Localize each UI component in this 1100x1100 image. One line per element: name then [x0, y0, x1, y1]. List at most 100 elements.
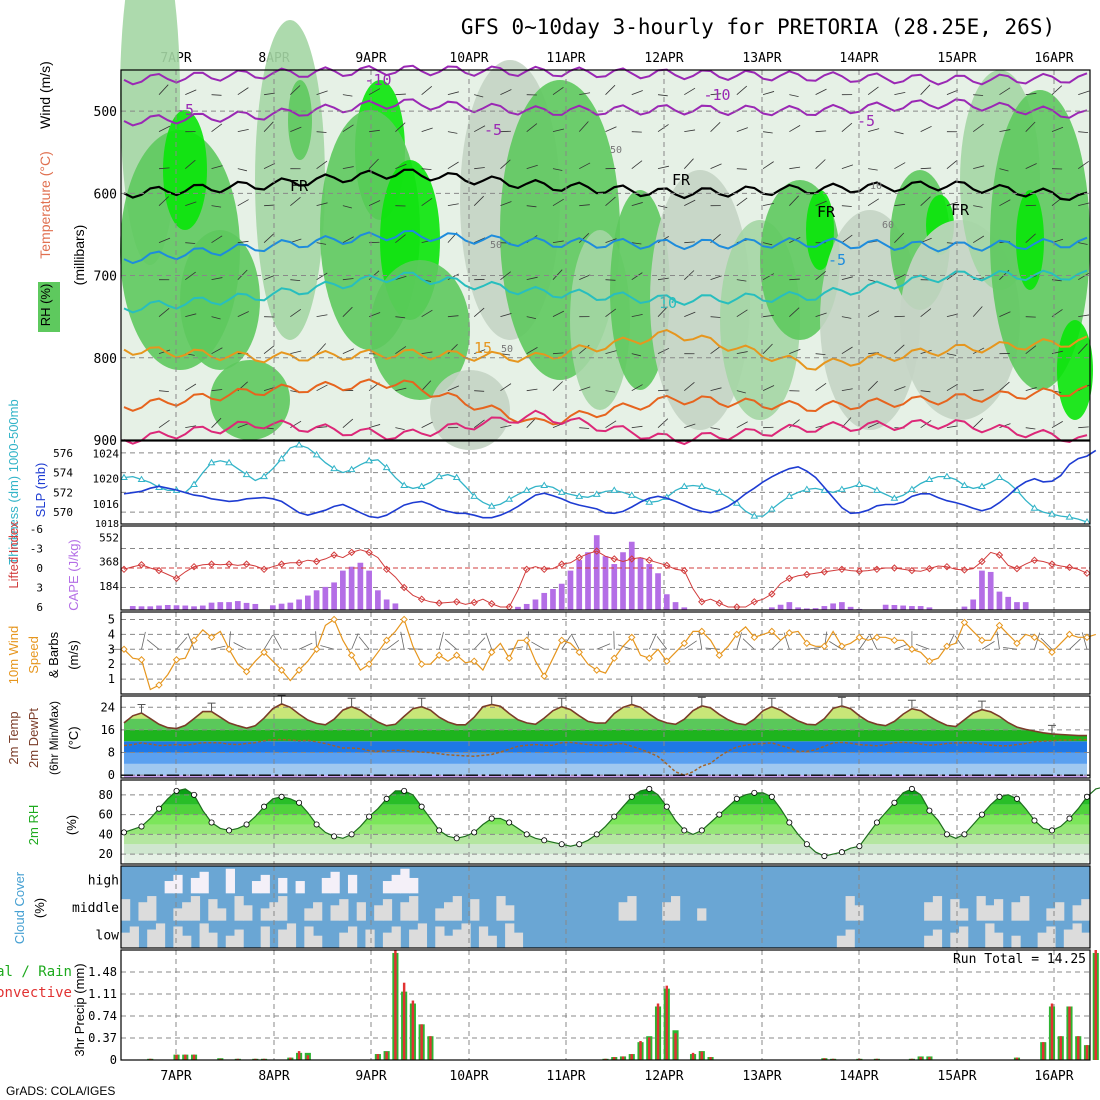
wind-barb — [211, 645, 226, 650]
cloud-cell — [260, 926, 270, 948]
cloud-cell — [164, 881, 174, 894]
cloud-cell — [313, 902, 323, 921]
wind-barb — [648, 633, 657, 650]
wind-speed-point — [260, 648, 268, 656]
wind-barb — [342, 236, 354, 244]
wind-speed-point — [995, 621, 1004, 630]
slp-tick: 1016 — [93, 498, 120, 511]
wind-speed-point — [365, 660, 373, 668]
rh-label-b: (%) — [64, 815, 79, 835]
wind-barb — [684, 129, 696, 133]
thickness-label: Thickness (dm) 1000-500mb — [6, 399, 21, 564]
wind-barb — [552, 128, 564, 133]
wind-barb — [211, 165, 223, 170]
wind-barb — [421, 380, 432, 391]
cape-bar — [777, 604, 784, 610]
precip-conv-bar — [656, 1003, 660, 1060]
precip-conv-label: Convective — [0, 985, 72, 1001]
wind-barb — [146, 639, 160, 650]
wind-speed-point — [855, 633, 864, 642]
wind-barb — [762, 91, 775, 96]
rh-point — [471, 829, 478, 836]
wind-barb — [290, 350, 302, 355]
precip-conv-bar — [648, 1037, 651, 1060]
wind-barb — [342, 306, 353, 317]
wind-speed-point — [628, 633, 636, 642]
temp-label-b: 2m DewPt — [26, 708, 41, 768]
wind-speed-point — [242, 667, 251, 676]
li-point — [330, 551, 338, 559]
thickness-point — [575, 492, 584, 499]
wind-barb — [736, 197, 748, 206]
wind-barb — [972, 235, 985, 244]
wind-barb — [474, 167, 485, 170]
cape-bar — [795, 607, 801, 610]
precip-conv-bar — [613, 1057, 616, 1060]
thickness-point — [295, 440, 303, 448]
wind-barb — [710, 387, 722, 392]
cape-bar — [1014, 602, 1020, 610]
cloud-cell — [330, 871, 340, 894]
wind-barb — [395, 93, 406, 96]
wind-barb — [473, 419, 485, 428]
cape-bar — [909, 606, 915, 610]
cloud-cell — [147, 896, 157, 921]
cape-bar — [269, 605, 276, 610]
temp-contour — [123, 168, 1088, 202]
cape-bar — [357, 562, 364, 610]
cloud-cell — [435, 926, 445, 948]
wind-barb — [447, 385, 460, 392]
cloud-cell — [1011, 935, 1021, 948]
wind-barb — [263, 634, 274, 650]
cloud-cell — [932, 929, 943, 948]
rh-point — [628, 793, 635, 800]
wind-barb — [1077, 343, 1088, 354]
thickness-point — [557, 488, 566, 495]
wind-barb — [1078, 272, 1090, 281]
wind-barb — [815, 312, 827, 318]
cape-bar — [252, 603, 259, 610]
wind-barb — [920, 196, 931, 206]
li-point — [382, 565, 391, 574]
wind-barb — [237, 240, 249, 244]
cloud-cell — [199, 871, 209, 894]
cape-bar — [611, 564, 618, 610]
cape-bar — [348, 566, 355, 610]
wind-barb — [894, 344, 905, 354]
panel-frame — [120, 611, 1091, 695]
cloud-cell — [365, 929, 375, 948]
li-point — [540, 565, 548, 574]
cape-tick: 184 — [99, 580, 119, 593]
wind-barb — [342, 278, 354, 281]
cloud-cell — [670, 896, 681, 921]
wind-speed-point — [663, 657, 671, 665]
cape-bar — [156, 605, 162, 610]
li-point — [645, 556, 653, 564]
wind-barb — [158, 125, 171, 133]
wind-barb — [273, 634, 282, 650]
cape-bar — [147, 606, 154, 610]
thickness-tick: 570 — [53, 506, 73, 519]
wind-barb — [141, 631, 146, 650]
wind-barb — [526, 123, 538, 132]
wind-barb — [531, 641, 545, 650]
wind-barb — [1078, 202, 1090, 207]
wind-barb — [320, 645, 335, 650]
wind-speed-point — [330, 615, 338, 624]
cloud-cell — [924, 902, 934, 921]
li-point — [873, 565, 881, 574]
thickness-point — [312, 450, 321, 458]
thickness-point — [347, 465, 356, 473]
wind-barb — [684, 423, 696, 429]
cape-bar — [602, 556, 609, 610]
cloud-cell — [286, 923, 297, 948]
li-point — [960, 566, 969, 574]
rh-point — [716, 811, 723, 818]
wind-barb — [736, 390, 746, 394]
wind-speed-point — [452, 651, 461, 659]
li-point — [190, 562, 198, 571]
cloud-cell — [251, 881, 262, 894]
wind-speed-point — [417, 660, 426, 668]
wind-barb — [211, 235, 223, 244]
wind-speed-point — [1048, 648, 1056, 656]
